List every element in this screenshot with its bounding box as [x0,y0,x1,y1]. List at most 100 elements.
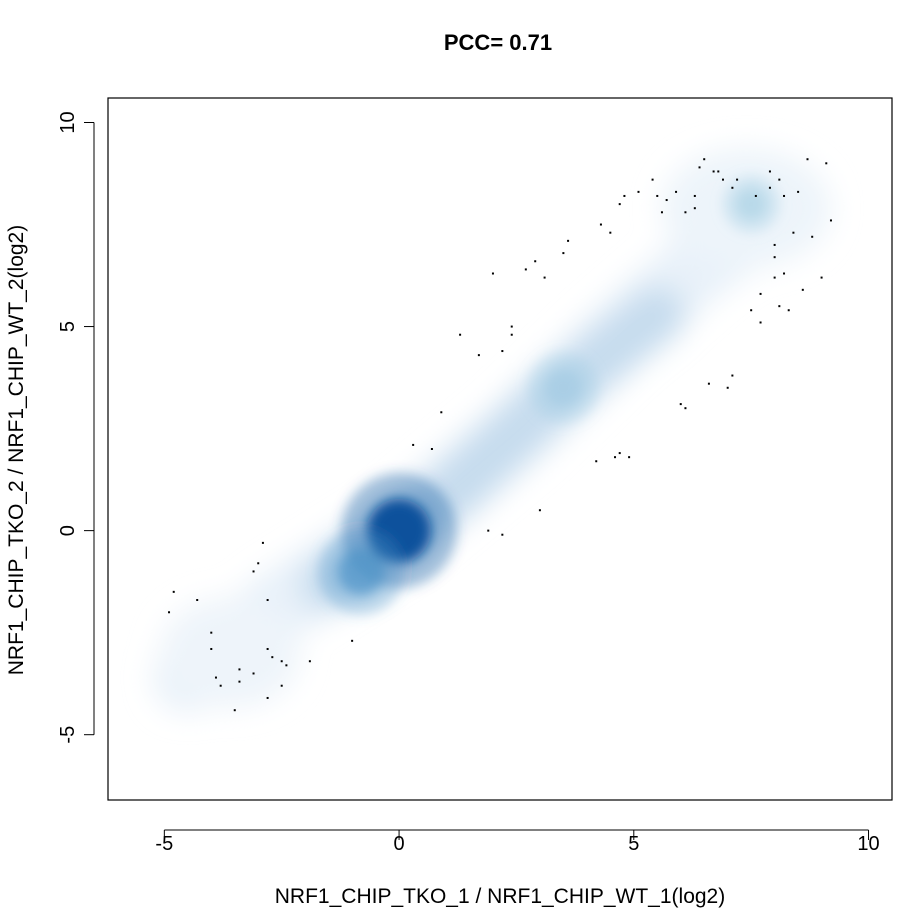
data-point [459,333,462,336]
data-point [487,529,490,532]
data-point [261,541,264,544]
data-point [717,170,720,173]
data-point [707,382,710,385]
data-point [684,407,687,410]
data-point [501,533,504,536]
chart-title: PCC= 0.71 [444,30,552,55]
data-point [768,186,771,189]
data-point [759,321,762,324]
data-point [684,211,687,214]
data-point [656,194,659,197]
data-point [750,309,753,312]
data-point [628,456,631,459]
data-point [233,709,236,712]
data-point [787,309,790,312]
y-axis: -5 0 5 10 [57,111,95,744]
data-point [280,660,283,663]
data-point [637,190,640,193]
density-center [735,188,767,220]
data-point [783,272,786,275]
data-point [510,325,513,328]
data-point [778,178,781,181]
data-point [768,170,771,173]
data-point [543,276,546,279]
density-core [318,175,780,615]
y-tick-label: -5 [57,726,79,744]
data-point [351,639,354,642]
data-point [252,672,255,675]
data-point [721,178,724,181]
data-point [736,178,739,181]
data-point [538,509,541,512]
data-point [693,194,696,197]
data-point [440,411,443,414]
data-point [651,178,654,181]
x-tick-label: 0 [394,833,405,855]
data-point [698,166,701,169]
data-point [759,292,762,295]
data-point [567,239,570,242]
data-point [280,684,283,687]
data-point [731,374,734,377]
data-point [252,570,255,573]
data-point [829,219,832,222]
data-point [214,676,217,679]
data-point [712,170,715,173]
data-point [510,333,513,336]
data-point [257,562,260,565]
data-point [675,190,678,193]
data-point [238,668,241,671]
data-point [820,276,823,279]
data-point [778,305,781,308]
data-point [783,194,786,197]
y-tick-label: 0 [57,525,79,536]
data-point [595,460,598,463]
data-point [679,403,682,406]
density-layer [152,148,832,713]
data-point [238,680,241,683]
x-tick-label: 10 [857,833,879,855]
data-point [210,631,213,634]
data-point [430,448,433,450]
density-center [543,368,583,408]
data-point [731,186,734,189]
data-point [491,272,494,275]
x-tick-label: -5 [155,833,173,855]
data-point [773,276,776,279]
data-point [618,203,621,206]
data-point [726,386,729,389]
data-point [693,207,696,210]
data-point [609,231,612,234]
data-point [618,452,621,455]
data-point [534,260,537,263]
data-point [210,647,213,650]
data-point [266,647,269,650]
data-point [266,599,269,602]
data-point [285,664,288,667]
data-point [773,243,776,246]
data-point [623,194,626,197]
density-halo [152,148,832,713]
y-axis-label: NRF1_CHIP_TKO_2 / NRF1_CHIP_WT_2(log2) [5,225,28,675]
data-point [271,656,274,659]
x-tick-label: 5 [628,833,639,855]
x-axis-label: NRF1_CHIP_TKO_1 / NRF1_CHIP_WT_1(log2) [275,885,725,908]
data-point [562,252,565,255]
data-point [754,194,757,197]
points-layer [168,158,832,712]
data-point [665,199,668,202]
data-point [801,288,804,291]
data-point [825,162,828,165]
plot-frame [107,97,893,801]
data-point [797,190,800,193]
data-point [660,211,663,214]
y-tick-label: 5 [57,321,79,332]
data-point [308,660,311,663]
data-point [477,354,480,357]
data-point [792,231,795,234]
data-point [614,456,617,459]
data-point [806,158,809,161]
data-point [172,590,175,593]
data-point [501,350,504,353]
data-point [599,223,602,226]
